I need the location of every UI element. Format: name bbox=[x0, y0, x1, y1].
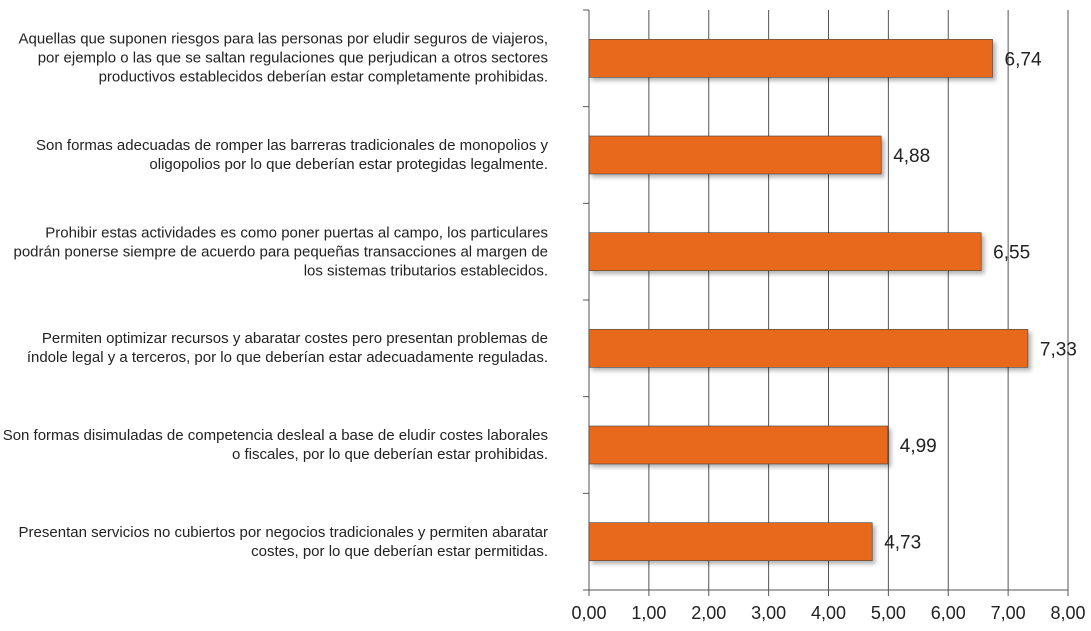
category-label: Presentan servicios no cubiertos por neg… bbox=[18, 523, 548, 560]
category-label: Prohibir estas actividades es como poner… bbox=[13, 224, 548, 280]
category-label: Permiten optimizar recursos y abaratar c… bbox=[26, 330, 548, 367]
value-label: 6,74 bbox=[1005, 49, 1042, 70]
x-tick-label: 6,00 bbox=[931, 603, 966, 623]
bar bbox=[588, 425, 889, 465]
value-label: 4,88 bbox=[893, 146, 930, 167]
x-tick-label: 7,00 bbox=[991, 603, 1026, 623]
x-tick-label: 2,00 bbox=[691, 603, 726, 623]
value-label: 4,73 bbox=[884, 533, 921, 554]
category-label: Son formas adecuadas de romper las barre… bbox=[36, 137, 548, 173]
x-tick-label: 0,00 bbox=[571, 603, 606, 623]
value-label: 7,33 bbox=[1040, 339, 1077, 360]
bar bbox=[588, 39, 993, 78]
x-tick-label: 5,00 bbox=[871, 603, 906, 623]
category-label: Son formas disimuladas de competencia de… bbox=[2, 427, 548, 463]
bar bbox=[588, 329, 1029, 368]
bar bbox=[588, 522, 873, 561]
category-label: Aquellas que suponen riesgos para las pe… bbox=[18, 30, 549, 86]
x-tick-label: 4,00 bbox=[811, 603, 846, 623]
x-tick-label: 3,00 bbox=[751, 603, 786, 623]
x-tick-label: 1,00 bbox=[631, 603, 666, 623]
bar bbox=[588, 135, 882, 175]
bar bbox=[588, 232, 982, 271]
x-tick-label: 8,00 bbox=[1050, 603, 1085, 623]
value-label: 6,55 bbox=[993, 243, 1030, 264]
value-label: 4,99 bbox=[900, 436, 937, 457]
